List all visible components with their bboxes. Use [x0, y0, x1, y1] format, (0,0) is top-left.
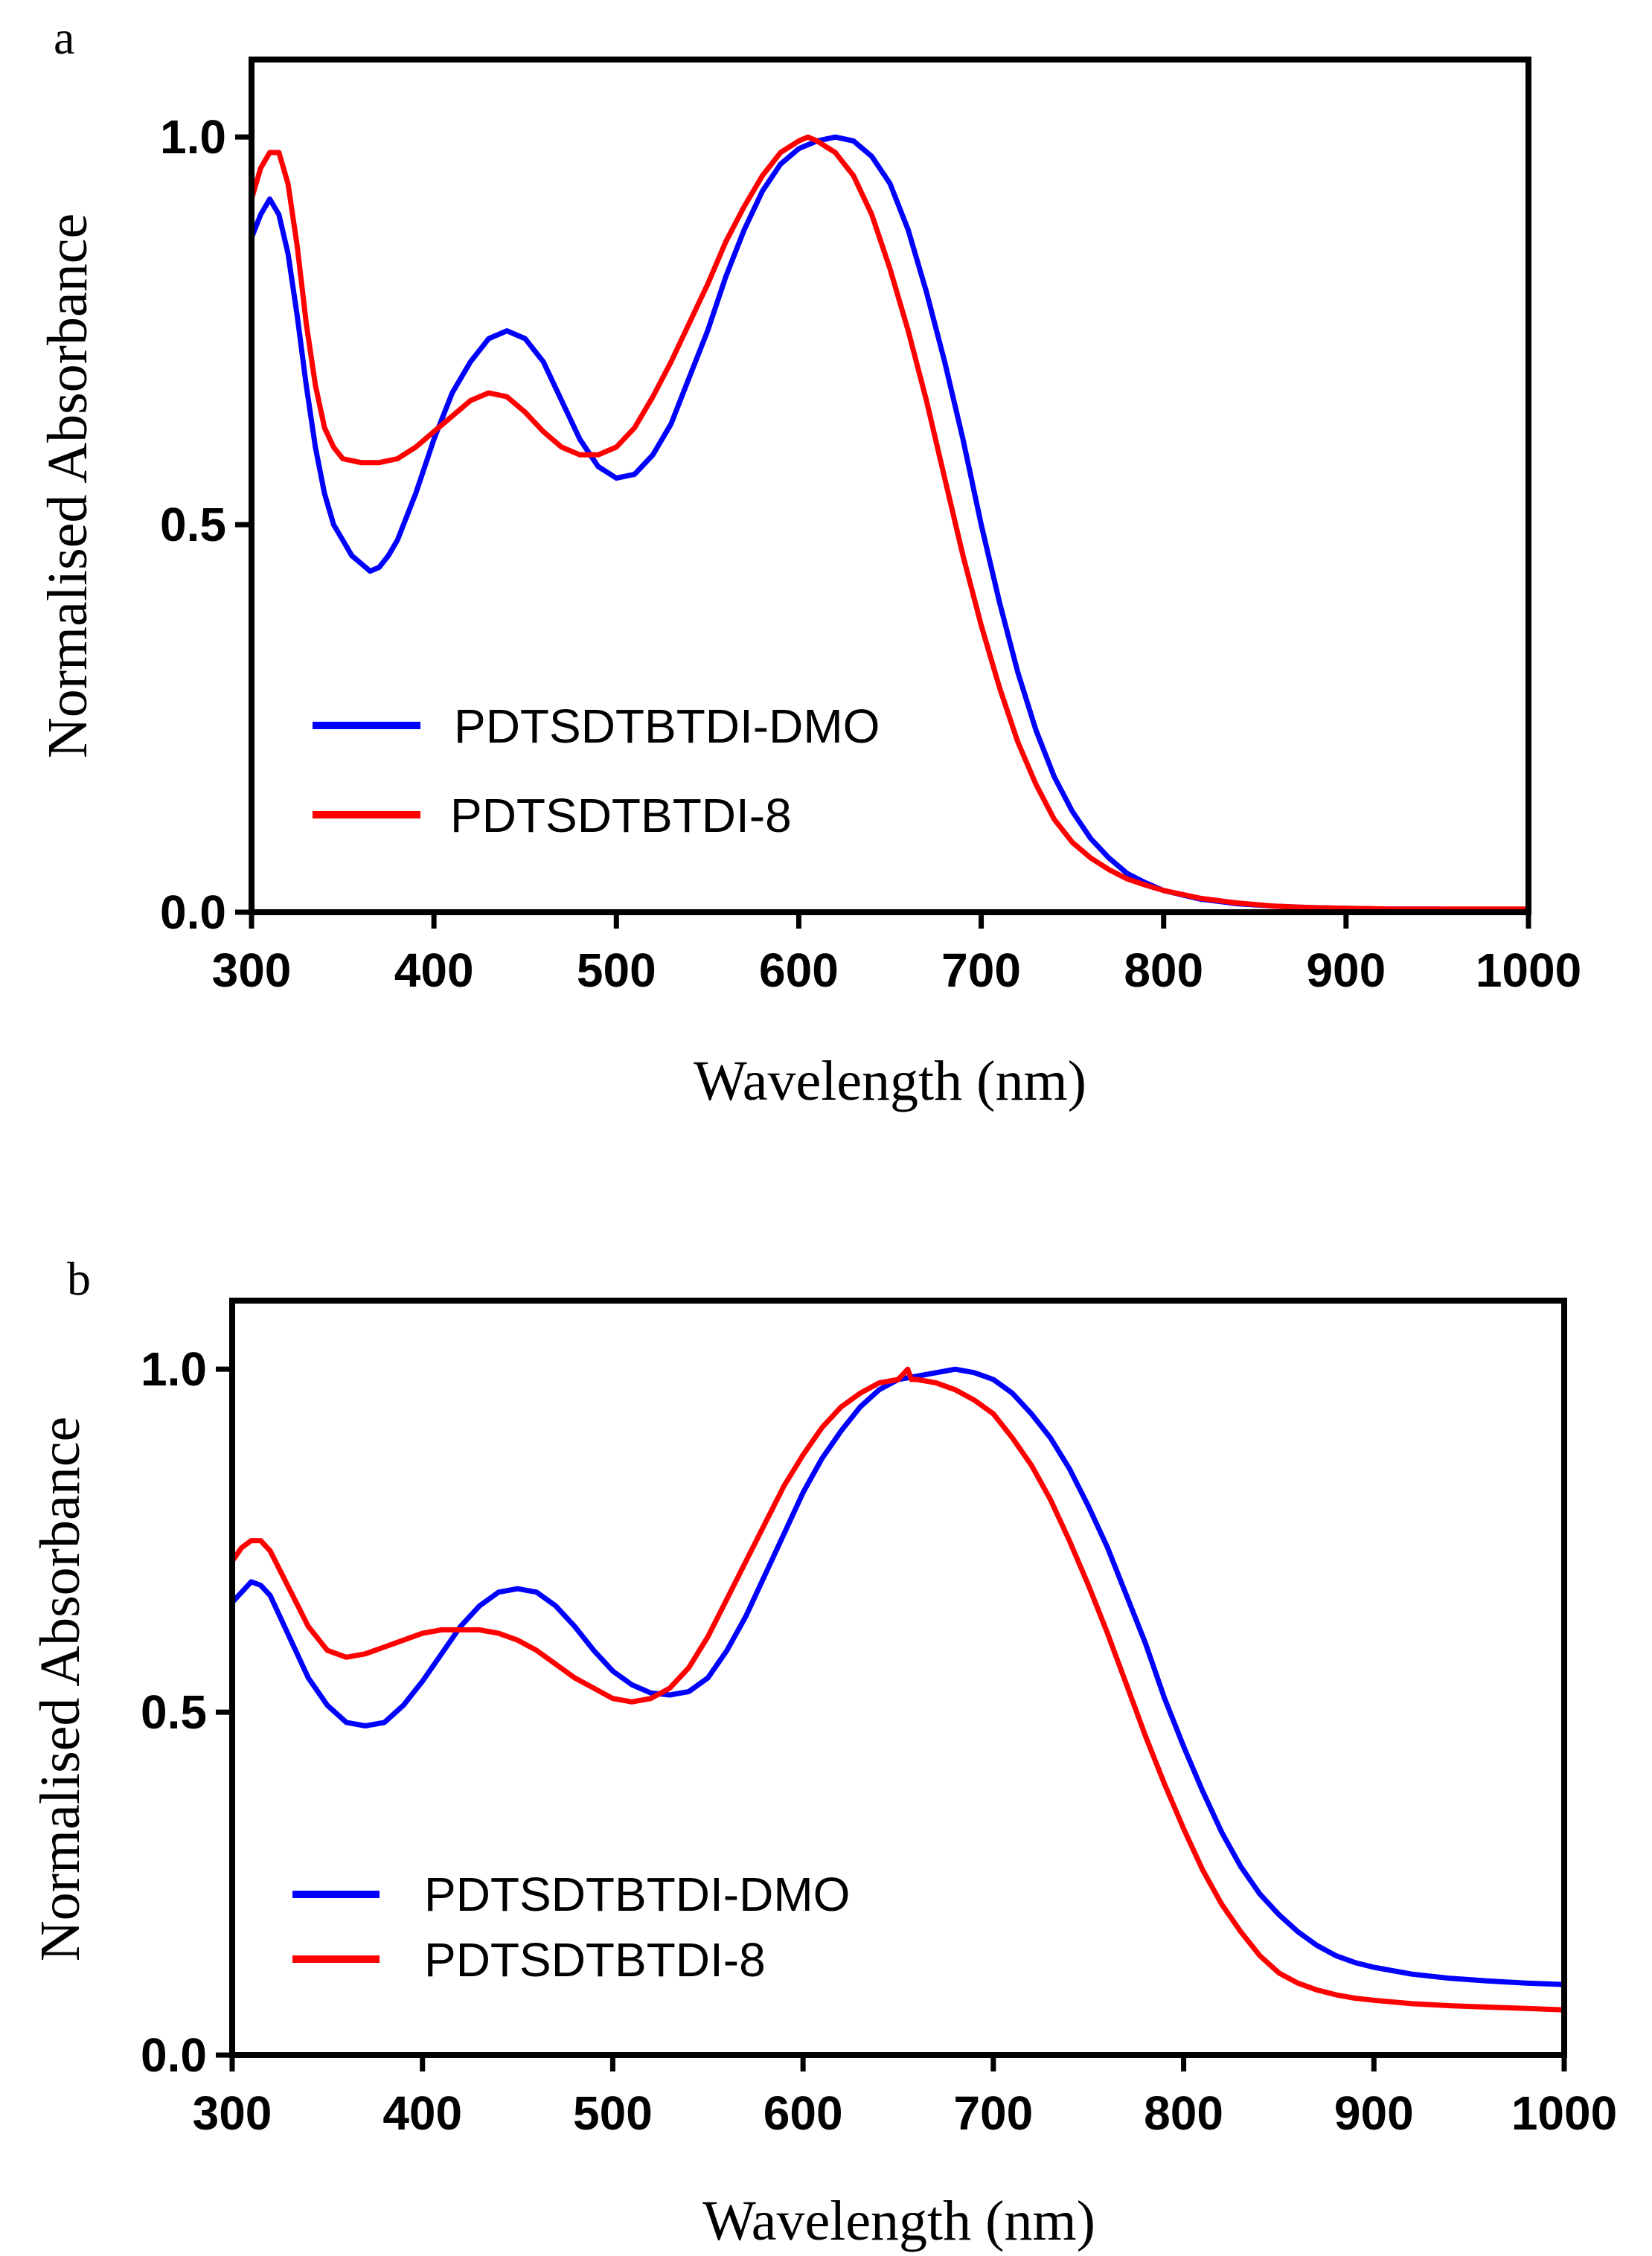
- x-tick-label-a-4: 700: [941, 943, 1021, 997]
- plot-area-b: 300 400 500 600 700 800 900 1000 0.0 0.5 1.0: [141, 1298, 1617, 2140]
- x-tick-label-b-6: 900: [1334, 2086, 1414, 2140]
- y-tick-label-b-2: 1.0: [141, 1342, 207, 1396]
- x-tick-label-a-1: 400: [394, 943, 474, 997]
- x-tick-label-b-3: 600: [763, 2086, 843, 2140]
- x-tick-label-a-6: 900: [1306, 943, 1386, 997]
- legend-label-8-a: PDTSDTBTDI-8: [450, 789, 792, 842]
- y-axis-title-a: Normalised Absorbance: [36, 214, 99, 758]
- x-tick-label-a-0: 300: [212, 943, 292, 997]
- y-tick-label-b-1: 0.5: [141, 1685, 207, 1739]
- legend-label-dmo-a: PDTSDTBTDI-DMO: [454, 699, 880, 753]
- plot-frame-b: [229, 1298, 1567, 2058]
- y-tick-label-a-2: 1.0: [160, 110, 226, 164]
- x-tick-label-a-7: 1000: [1476, 943, 1581, 997]
- panel-label-a: a: [54, 11, 74, 64]
- series-line-a-1: [249, 134, 1531, 912]
- y-axis-title-b: Normalised Absorbance: [29, 1417, 92, 1961]
- y-tick-label-a-0: 0.0: [160, 885, 226, 939]
- panel-b: b 300 400 500 600 700 800 900 1000 0.0 0.5 1.0 Wa…: [29, 1252, 1617, 2252]
- x-axis-title-b: Wavelength (nm): [702, 2190, 1095, 2252]
- x-tick-label-b-0: 300: [193, 2086, 272, 2140]
- x-tick-label-b-7: 1000: [1511, 2086, 1617, 2140]
- y-tick-label-b-0: 0.0: [141, 2028, 207, 2082]
- x-tick-label-a-3: 600: [759, 943, 839, 997]
- series-line-a-0: [249, 134, 1531, 913]
- panel-label-b: b: [67, 1252, 91, 1305]
- x-tick-label-a-5: 800: [1124, 943, 1203, 997]
- panel-a: a 300 400 500 600 700 800 900 1000 0.0 0.5 1.0 Wa…: [36, 11, 1581, 1112]
- x-tick-label-b-5: 800: [1144, 2086, 1223, 2140]
- y-tick-label-a-1: 0.5: [160, 498, 226, 551]
- plot-area-a: 300 400 500 600 700 800 900 1000 0.0 0.5 1.0: [160, 57, 1581, 997]
- legend-b: PDTSDTBTDI-DMO PDTSDTBTDI-8: [292, 1868, 850, 1987]
- series-line-b-0: [229, 1366, 1567, 1987]
- legend-label-dmo-b: PDTSDTBTDI-DMO: [424, 1868, 850, 1921]
- legend-label-8-b: PDTSDTBTDI-8: [424, 1933, 766, 1987]
- x-tick-label-b-2: 500: [573, 2086, 653, 2140]
- x-axis-title-a: Wavelength (nm): [694, 1050, 1086, 1112]
- plot-frame-a: [249, 57, 1531, 915]
- x-tick-label-a-2: 500: [577, 943, 656, 997]
- x-tick-label-b-4: 700: [953, 2086, 1033, 2140]
- series-line-b-1: [229, 1366, 1567, 2013]
- legend-a: PDTSDTBTDI-DMO PDTSDTBTDI-8: [313, 699, 880, 842]
- x-tick-label-b-1: 400: [382, 2086, 462, 2140]
